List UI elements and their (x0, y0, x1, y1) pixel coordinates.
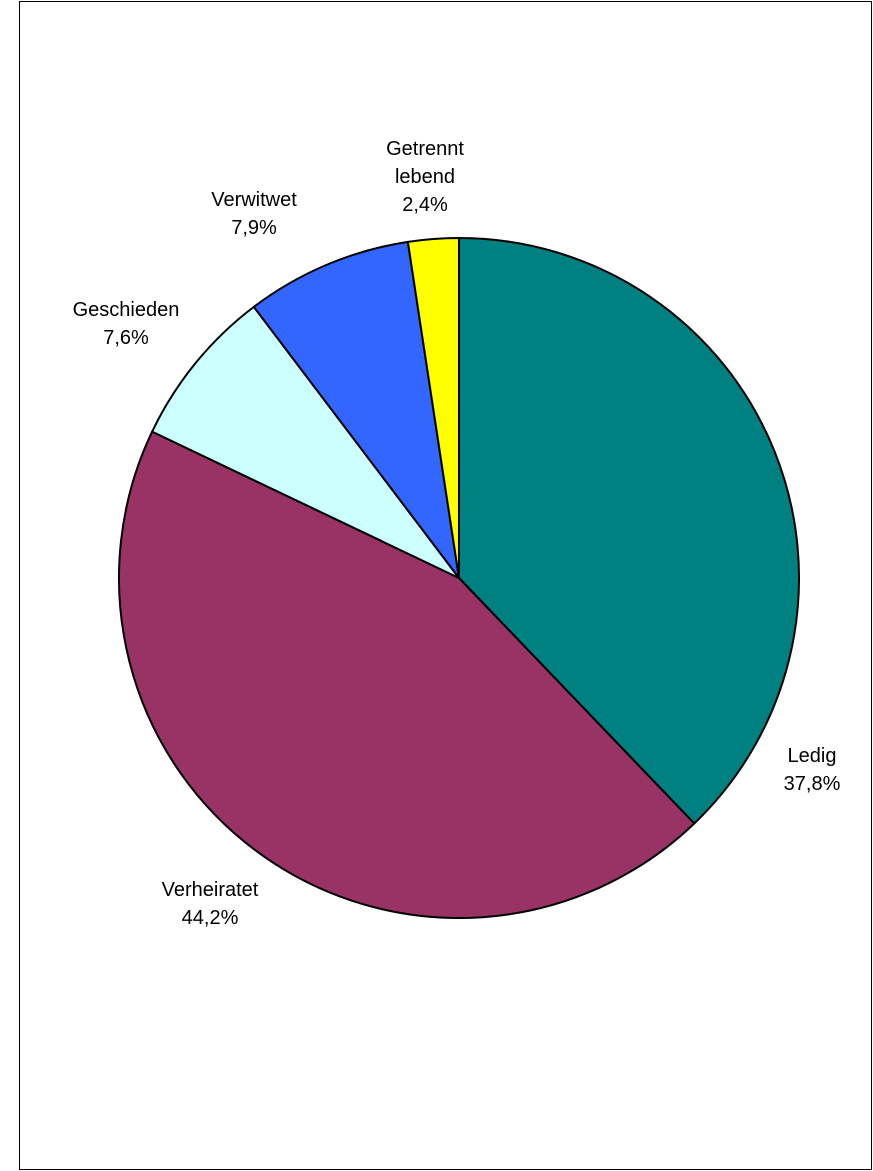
slice-value: 44,2% (182, 907, 239, 929)
slice-name: lebend (395, 166, 455, 188)
slice-label-geschieden: Geschieden 7,6% (73, 299, 180, 349)
slice-label-verheiratet: Verheiratet 44,2% (162, 879, 259, 929)
slice-value: 37,8% (784, 773, 841, 795)
pie-slice-getrennt-lebend (406, 237, 460, 579)
slice-name: Geschieden (73, 299, 180, 321)
pie-slice-geschieden (151, 305, 460, 579)
slice-name: Verwitwet (211, 189, 297, 211)
slice-label-ledig: Ledig 37,8% (784, 745, 841, 795)
slice-name: Ledig (788, 745, 837, 767)
slice-label-verwitwet: Verwitwet 7,9% (211, 189, 297, 239)
slice-value: 7,9% (231, 217, 277, 239)
slice-value: 7,6% (103, 327, 149, 349)
pie-labels: Ledig 37,8% Verheiratet 44,2% Geschieden 7,6%… (73, 138, 841, 929)
slice-label-getrennt-lebend: Getrennt lebend 2,4% (386, 138, 464, 216)
slice-name: Verheiratet (162, 879, 259, 901)
slice-value: 2,4% (402, 194, 448, 216)
pie-slices (117, 237, 801, 920)
pie-slice-ledig (458, 237, 801, 825)
pie-slice-verwitwet (252, 240, 460, 579)
slice-name: Getrennt (386, 138, 464, 160)
pie-slice-verheiratet (117, 430, 696, 920)
